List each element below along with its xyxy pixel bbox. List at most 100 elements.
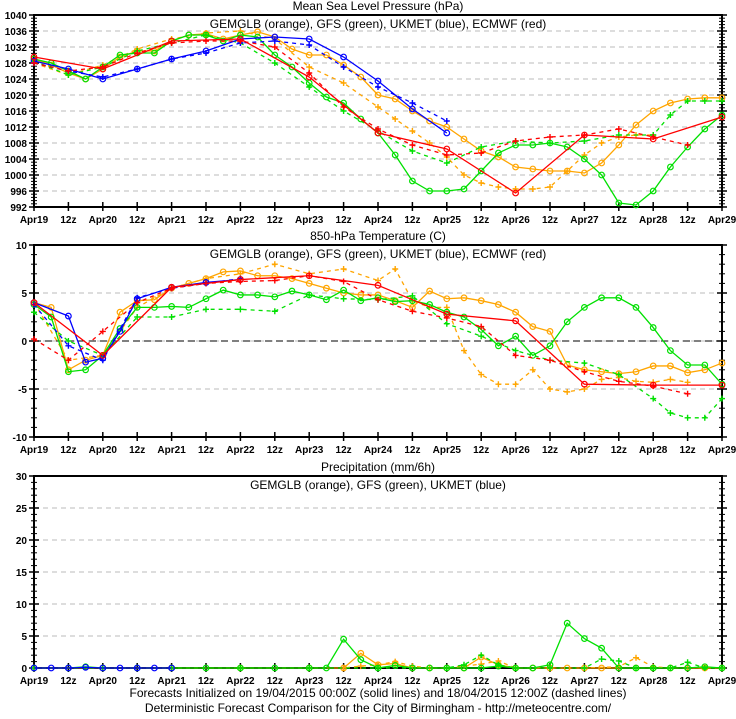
x-tick-label: Apr22 [226, 676, 255, 687]
x-tick-label: 12z [680, 676, 696, 687]
data-point [684, 390, 691, 397]
data-point [598, 644, 605, 652]
data-point [461, 661, 467, 668]
data-point [203, 280, 209, 287]
data-point [477, 664, 485, 672]
data-point [581, 380, 588, 388]
x-tick-label: Apr19 [20, 445, 49, 456]
data-point [99, 664, 107, 672]
data-point [529, 366, 536, 373]
y-tick-label: 1004 [5, 155, 28, 166]
x-tick-label: 12z [60, 676, 76, 687]
data-point [684, 414, 691, 421]
data-point [615, 378, 622, 385]
data-point [168, 285, 175, 292]
data-point [65, 342, 72, 349]
data-point [30, 53, 38, 61]
x-tick-label: 12z [60, 215, 76, 226]
data-point [203, 50, 209, 56]
data-point [340, 286, 348, 294]
data-point [340, 266, 347, 272]
footer-line-2: Deterministic Forecast Comparison for th… [145, 701, 612, 715]
data-point [547, 134, 553, 140]
data-point [633, 665, 639, 671]
data-point [443, 665, 450, 671]
data-point [168, 303, 176, 310]
x-tick-label: Apr28 [639, 215, 668, 226]
data-point [340, 64, 347, 70]
data-point [340, 635, 348, 643]
x-tick-label: Apr25 [433, 215, 462, 226]
data-point [203, 32, 209, 38]
data-point [271, 308, 278, 315]
x-tick-label: Apr19 [20, 215, 49, 226]
data-point [633, 378, 639, 385]
x-tick-label: 12z [680, 445, 696, 456]
data-point [374, 91, 382, 99]
precipitation-legend: GEMGLB (orange), GFS (green), UKMET (blu… [250, 478, 506, 492]
data-point [357, 115, 365, 123]
data-point [667, 665, 674, 671]
y-tick-label: -5 [18, 385, 27, 396]
mslp-panel: Mean Sea Level Pressure (hPa) GEMGLB (or… [5, 0, 736, 226]
data-point [512, 665, 519, 671]
x-tick-label: Apr21 [157, 676, 186, 687]
data-point [443, 118, 450, 124]
data-point [237, 28, 244, 34]
data-point [563, 318, 571, 326]
data-point [477, 297, 485, 305]
data-point [306, 42, 313, 48]
data-point [116, 328, 124, 335]
data-point [512, 163, 519, 171]
data-point [31, 309, 37, 316]
data-point [271, 38, 278, 44]
x-tick-label: 12z [611, 676, 627, 687]
x-tick-label: 12z [336, 676, 352, 687]
series-line [33, 270, 723, 375]
series-gemglb-solid [30, 267, 726, 378]
series-gfs-dashed [31, 652, 725, 671]
data-point [632, 368, 640, 376]
x-tick-label: 12z [473, 215, 489, 226]
data-point [701, 665, 708, 671]
data-point [340, 278, 347, 285]
x-tick-label: 12z [129, 215, 145, 226]
x-tick-label: 12z [60, 445, 76, 456]
data-point [718, 113, 726, 121]
data-point [426, 187, 434, 195]
data-point [65, 357, 72, 364]
data-point [581, 665, 588, 671]
data-point [701, 414, 708, 421]
data-point [581, 132, 588, 138]
x-tick-label: 12z [336, 215, 352, 226]
data-point [426, 117, 434, 125]
data-point [581, 360, 588, 367]
data-point [477, 167, 485, 175]
x-tick-label: 12z [404, 445, 420, 456]
y-tick-label: 1000 [5, 171, 28, 182]
data-point [581, 138, 588, 144]
data-point [150, 49, 158, 57]
data-point [168, 314, 175, 320]
data-point [478, 150, 485, 156]
data-point [581, 155, 588, 163]
data-point [478, 323, 485, 330]
data-point [701, 125, 709, 133]
data-point [598, 294, 605, 302]
x-tick-label: 12z [267, 676, 283, 687]
x-tick-label: 12z [198, 445, 214, 456]
data-point [615, 126, 622, 132]
y-tick-label: 1040 [5, 11, 28, 22]
data-point [598, 140, 605, 146]
x-tick-label: Apr21 [157, 215, 186, 226]
data-point [392, 266, 399, 272]
data-point [219, 286, 227, 294]
x-tick-label: Apr25 [433, 445, 462, 456]
x-tick-label: Apr29 [708, 445, 736, 456]
series-line [33, 38, 723, 194]
data-point [529, 186, 536, 192]
y-tick-label: 5 [21, 289, 27, 300]
data-point [443, 145, 451, 153]
data-point [701, 98, 708, 104]
data-point [563, 619, 571, 627]
